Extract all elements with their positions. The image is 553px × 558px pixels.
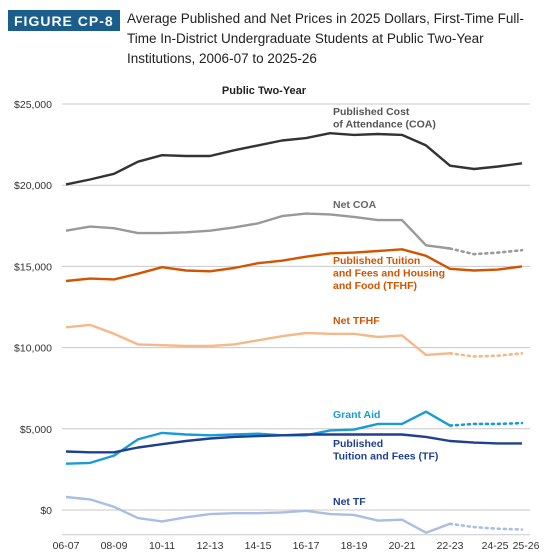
x-tick-label: 20-21 xyxy=(389,540,416,552)
series-label: Published Cost xyxy=(333,106,410,118)
x-tick-label: 06-07 xyxy=(53,540,80,552)
x-tick-label: 08-09 xyxy=(101,540,128,552)
series-label: Net TF xyxy=(333,496,366,508)
series-label: Grant Aid xyxy=(333,409,380,421)
y-tick-label: $20,000 xyxy=(14,180,52,192)
x-tick-label: 12-13 xyxy=(197,540,224,552)
series-label: Net TFHF xyxy=(333,315,380,327)
y-tick-label: $10,000 xyxy=(14,343,52,355)
series-line-estimated xyxy=(448,351,524,358)
chart-title: Public Two-Year xyxy=(222,85,307,97)
series-line xyxy=(65,212,451,250)
x-tick-label: 14-15 xyxy=(245,540,272,552)
figure-title: Average Published and Net Prices in 2025… xyxy=(127,11,524,66)
series-line xyxy=(65,248,523,283)
series-label: and Fees and Housing xyxy=(333,268,445,280)
series-label: Net COA xyxy=(333,199,377,211)
series-label: of Attendance (COA) xyxy=(333,119,436,131)
series-line-estimated xyxy=(448,522,524,531)
series-label: and Food (TFHF) xyxy=(333,280,417,292)
x-tick-label: 10-11 xyxy=(149,540,175,552)
series-label: Tuition and Fees (TF) xyxy=(333,451,438,463)
x-tick-label: 25-26 xyxy=(513,540,540,552)
y-tick-label: $25,000 xyxy=(14,99,52,111)
x-tick-label: 24-25 xyxy=(482,540,509,552)
y-tick-label: $5,000 xyxy=(20,424,52,436)
y-tick-label: $15,000 xyxy=(14,261,52,273)
y-tick-label: $0 xyxy=(40,505,52,517)
series-label: Published xyxy=(333,438,383,450)
series-line xyxy=(65,410,451,465)
series-line-estimated xyxy=(448,247,524,256)
x-tick-label: 22-23 xyxy=(437,540,464,552)
x-tick-label: 18-19 xyxy=(341,540,368,552)
x-tick-label: 16-17 xyxy=(293,540,320,552)
series-line xyxy=(65,131,523,186)
series-line xyxy=(65,495,451,534)
series-label: Published Tuition xyxy=(333,255,420,267)
series-line-estimated xyxy=(448,421,524,427)
series-line xyxy=(65,433,522,454)
series-line xyxy=(65,323,451,357)
figure-badge: FIGURE CP-8 xyxy=(8,10,120,31)
